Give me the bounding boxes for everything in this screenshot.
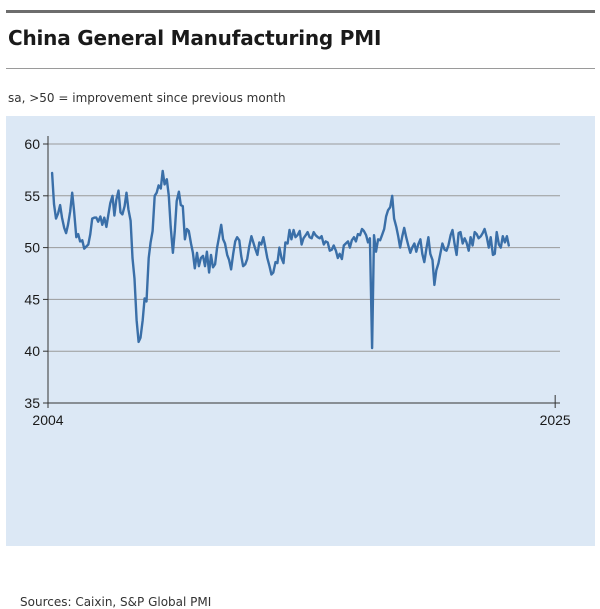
y-tick-label-60: 60 (24, 136, 40, 152)
y-tick-label-40: 40 (24, 343, 40, 359)
tick-labels: 35 40 45 50 55 60 2004 2025 (24, 136, 571, 428)
y-tick-label-35: 35 (24, 395, 40, 411)
x-tick-label-2025: 2025 (540, 412, 571, 428)
pmi-line-chart: 35 40 45 50 55 60 2004 2025 (24, 136, 571, 428)
x-tick-label-2004: 2004 (32, 412, 63, 428)
top-rule (6, 10, 595, 13)
grid-lines (48, 143, 560, 352)
source-note: Sources: Caixin, S&P Global PMI (20, 595, 212, 609)
series-line-pmi (50, 169, 510, 350)
axes (43, 136, 560, 408)
chart-panel: 35 40 45 50 55 60 2004 2025 Sources: Caixin, S&… (6, 116, 595, 609)
title-divider (6, 68, 595, 69)
y-tick-label-50: 50 (24, 240, 40, 256)
page-title: China General Manufacturing PMI (8, 26, 382, 50)
y-tick-label-55: 55 (24, 188, 40, 204)
y-tick-label-45: 45 (24, 291, 40, 307)
chart-subtitle: sa, >50 = improvement since previous mon… (8, 91, 286, 105)
series-layer (50, 169, 510, 350)
